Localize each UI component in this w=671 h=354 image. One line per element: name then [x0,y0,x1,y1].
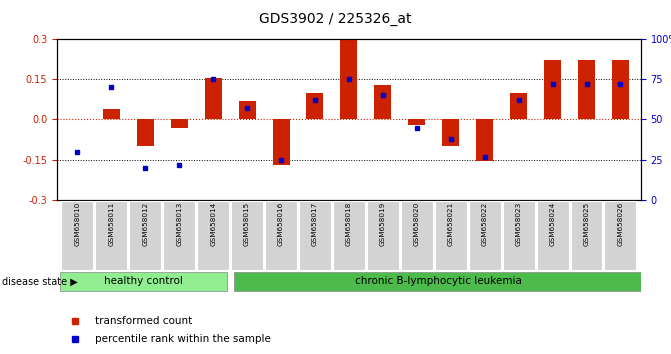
Text: GDS3902 / 225326_at: GDS3902 / 225326_at [259,12,412,27]
FancyBboxPatch shape [265,201,297,270]
Bar [409,120,425,125]
FancyBboxPatch shape [130,201,161,270]
Bar [137,120,154,146]
Text: transformed count: transformed count [95,316,192,326]
Text: GSM658013: GSM658013 [176,201,183,246]
Text: GSM658015: GSM658015 [244,201,250,246]
Bar [544,61,561,120]
Text: healthy control: healthy control [104,276,183,286]
FancyBboxPatch shape [401,201,433,270]
Bar [510,93,527,120]
Text: GSM658016: GSM658016 [278,201,284,246]
FancyBboxPatch shape [469,201,501,270]
FancyBboxPatch shape [197,201,229,270]
FancyBboxPatch shape [231,201,263,270]
Text: GSM658025: GSM658025 [584,201,590,246]
FancyBboxPatch shape [435,201,467,270]
Text: GSM658019: GSM658019 [380,201,386,246]
Bar [578,61,595,120]
Bar [374,85,391,120]
Text: disease state ▶: disease state ▶ [2,276,78,286]
FancyBboxPatch shape [537,201,568,270]
Text: GSM658012: GSM658012 [142,201,148,246]
Text: GSM658021: GSM658021 [448,201,454,246]
Text: GSM658017: GSM658017 [312,201,318,246]
Bar [272,120,289,165]
Text: GSM658026: GSM658026 [617,201,623,246]
Bar [170,120,188,127]
FancyBboxPatch shape [605,201,636,270]
Text: GSM658023: GSM658023 [515,201,521,246]
Bar [307,93,323,120]
Bar [442,120,459,146]
FancyBboxPatch shape [333,201,365,270]
FancyBboxPatch shape [95,201,127,270]
FancyBboxPatch shape [299,201,331,270]
Text: percentile rank within the sample: percentile rank within the sample [95,334,271,344]
Bar [476,120,493,161]
Text: GSM658018: GSM658018 [346,201,352,246]
Text: GSM658022: GSM658022 [482,201,488,246]
Bar [239,101,256,120]
FancyBboxPatch shape [234,272,643,291]
Text: GSM658014: GSM658014 [210,201,216,246]
FancyBboxPatch shape [62,201,93,270]
Bar [205,78,221,120]
Text: GSM658020: GSM658020 [414,201,420,246]
Text: GSM658010: GSM658010 [74,201,81,246]
FancyBboxPatch shape [60,272,227,291]
Bar [612,61,629,120]
FancyBboxPatch shape [503,201,535,270]
Bar [103,109,120,120]
Text: GSM658011: GSM658011 [108,201,114,246]
Text: GSM658024: GSM658024 [550,201,556,246]
Text: chronic B-lymphocytic leukemia: chronic B-lymphocytic leukemia [354,276,521,286]
FancyBboxPatch shape [163,201,195,270]
FancyBboxPatch shape [570,201,603,270]
FancyBboxPatch shape [367,201,399,270]
Bar [340,39,358,120]
